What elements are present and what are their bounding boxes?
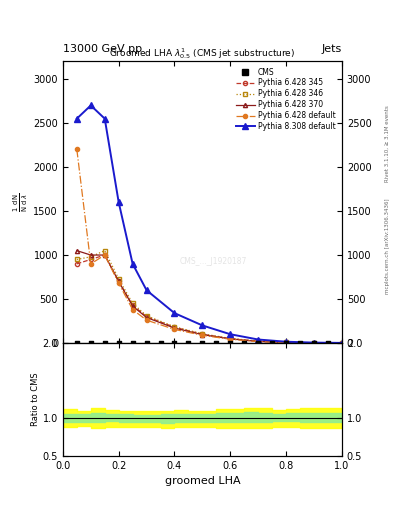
Point (213, 339, 220, 347)
Pythia 6.428 345 (144, 313, 149, 319)
Pythia 6.428 345 (256, 338, 261, 345)
Point (199, 339, 206, 347)
Pythia 6.428 346 (340, 340, 344, 346)
Pythia 6.428 346 (312, 339, 316, 346)
Text: Rivet 3.1.10, ≥ 3.1M events: Rivet 3.1.10, ≥ 3.1M events (385, 105, 390, 182)
Pythia 6.428 345 (116, 279, 121, 285)
Pythia 6.428 346 (88, 254, 93, 260)
Pythia 8.308 default (144, 287, 149, 293)
Pythia 6.428 370 (88, 252, 93, 258)
Pythia 6.428 370 (75, 248, 79, 254)
Pythia 6.428 346 (102, 248, 107, 254)
Pythia 8.308 default (116, 199, 121, 205)
Pythia 6.428 default (172, 326, 177, 332)
Pythia 6.428 default (256, 338, 261, 345)
Point (185, 339, 192, 347)
Pythia 8.308 default (228, 331, 233, 337)
Pythia 6.428 345 (172, 324, 177, 330)
Text: CMS_..._J1920187: CMS_..._J1920187 (180, 257, 248, 266)
Pythia 6.428 default (75, 146, 79, 153)
Pythia 6.428 370 (102, 252, 107, 258)
Point (143, 339, 150, 347)
Text: Jets: Jets (321, 44, 342, 54)
Pythia 8.308 default (200, 323, 205, 329)
Pythia 6.428 345 (130, 302, 135, 308)
Point (157, 339, 164, 347)
Point (269, 339, 275, 347)
Pythia 6.428 370 (116, 279, 121, 285)
Pythia 6.428 345 (200, 331, 205, 337)
Pythia 6.428 346 (228, 335, 233, 342)
X-axis label: groomed LHA: groomed LHA (165, 476, 240, 486)
Pythia 6.428 370 (340, 340, 344, 346)
Line: Pythia 8.308 default: Pythia 8.308 default (74, 103, 345, 346)
Point (311, 339, 317, 347)
Pythia 6.428 346 (144, 313, 149, 319)
Pythia 6.428 345 (312, 339, 316, 346)
Pythia 6.428 346 (116, 276, 121, 282)
Pythia 6.428 default (312, 340, 316, 346)
Pythia 6.428 346 (75, 257, 79, 263)
Point (74, 339, 80, 347)
Pythia 6.428 345 (284, 339, 288, 346)
Point (283, 339, 289, 347)
Point (116, 339, 122, 347)
Pythia 6.428 370 (172, 325, 177, 331)
Pythia 8.308 default (130, 261, 135, 267)
Line: Pythia 6.428 345: Pythia 6.428 345 (75, 253, 344, 345)
Pythia 6.428 default (200, 332, 205, 338)
Pythia 8.308 default (312, 339, 316, 346)
Line: Pythia 6.428 default: Pythia 6.428 default (75, 147, 344, 345)
Pythia 6.428 default (116, 280, 121, 286)
Pythia 8.308 default (284, 338, 288, 345)
Pythia 6.428 345 (340, 340, 344, 346)
Pythia 6.428 default (284, 339, 288, 346)
Pythia 8.308 default (88, 102, 93, 109)
Pythia 6.428 370 (284, 339, 288, 346)
Pythia 6.428 default (228, 336, 233, 343)
Point (227, 339, 233, 347)
Legend: CMS, Pythia 6.428 345, Pythia 6.428 346, Pythia 6.428 370, Pythia 6.428 default,: CMS, Pythia 6.428 345, Pythia 6.428 346,… (233, 65, 338, 134)
Pythia 6.428 default (144, 317, 149, 323)
Pythia 6.428 346 (284, 339, 288, 345)
Line: Pythia 6.428 346: Pythia 6.428 346 (75, 248, 344, 345)
Text: mcplots.cern.ch [arXiv:1306.3436]: mcplots.cern.ch [arXiv:1306.3436] (385, 198, 390, 293)
Pythia 8.308 default (102, 116, 107, 122)
Pythia 6.428 346 (172, 324, 177, 330)
Pythia 6.428 346 (200, 331, 205, 337)
Pythia 8.308 default (340, 340, 344, 346)
Pythia 8.308 default (172, 310, 177, 316)
Point (297, 339, 303, 347)
Pythia 8.308 default (75, 116, 79, 122)
Pythia 6.428 default (130, 307, 135, 313)
Pythia 6.428 370 (200, 332, 205, 338)
Title: Groomed LHA $\lambda^{1}_{0.5}$ (CMS jet substructure): Groomed LHA $\lambda^{1}_{0.5}$ (CMS jet… (109, 47, 296, 61)
Point (325, 339, 331, 347)
Text: 13000 GeV pp: 13000 GeV pp (63, 44, 142, 54)
Pythia 6.428 345 (88, 257, 93, 263)
Pythia 6.428 370 (130, 303, 135, 309)
Y-axis label: $\frac{1}{\mathrm{N}}\,\frac{\mathrm{d}\mathrm{N}}{\mathrm{d}\,\lambda}$: $\frac{1}{\mathrm{N}}\,\frac{\mathrm{d}\… (12, 193, 31, 212)
Pythia 6.428 370 (312, 340, 316, 346)
Point (88, 339, 94, 347)
Pythia 6.428 346 (130, 301, 135, 307)
Y-axis label: Ratio to CMS: Ratio to CMS (31, 373, 40, 426)
Pythia 6.428 345 (228, 335, 233, 342)
Pythia 6.428 345 (75, 261, 79, 267)
Pythia 6.428 345 (102, 252, 107, 258)
Point (101, 339, 108, 347)
Pythia 6.428 default (88, 261, 93, 267)
Pythia 6.428 370 (228, 336, 233, 342)
Pythia 6.428 370 (144, 314, 149, 321)
Pythia 6.428 default (340, 340, 344, 346)
Line: Pythia 6.428 370: Pythia 6.428 370 (75, 248, 344, 345)
Point (241, 339, 248, 347)
Pythia 8.308 default (256, 336, 261, 343)
Pythia 6.428 346 (256, 338, 261, 344)
Point (171, 339, 178, 347)
Point (255, 339, 261, 347)
Pythia 6.428 370 (256, 338, 261, 345)
Point (130, 339, 136, 347)
Pythia 6.428 default (102, 252, 107, 258)
